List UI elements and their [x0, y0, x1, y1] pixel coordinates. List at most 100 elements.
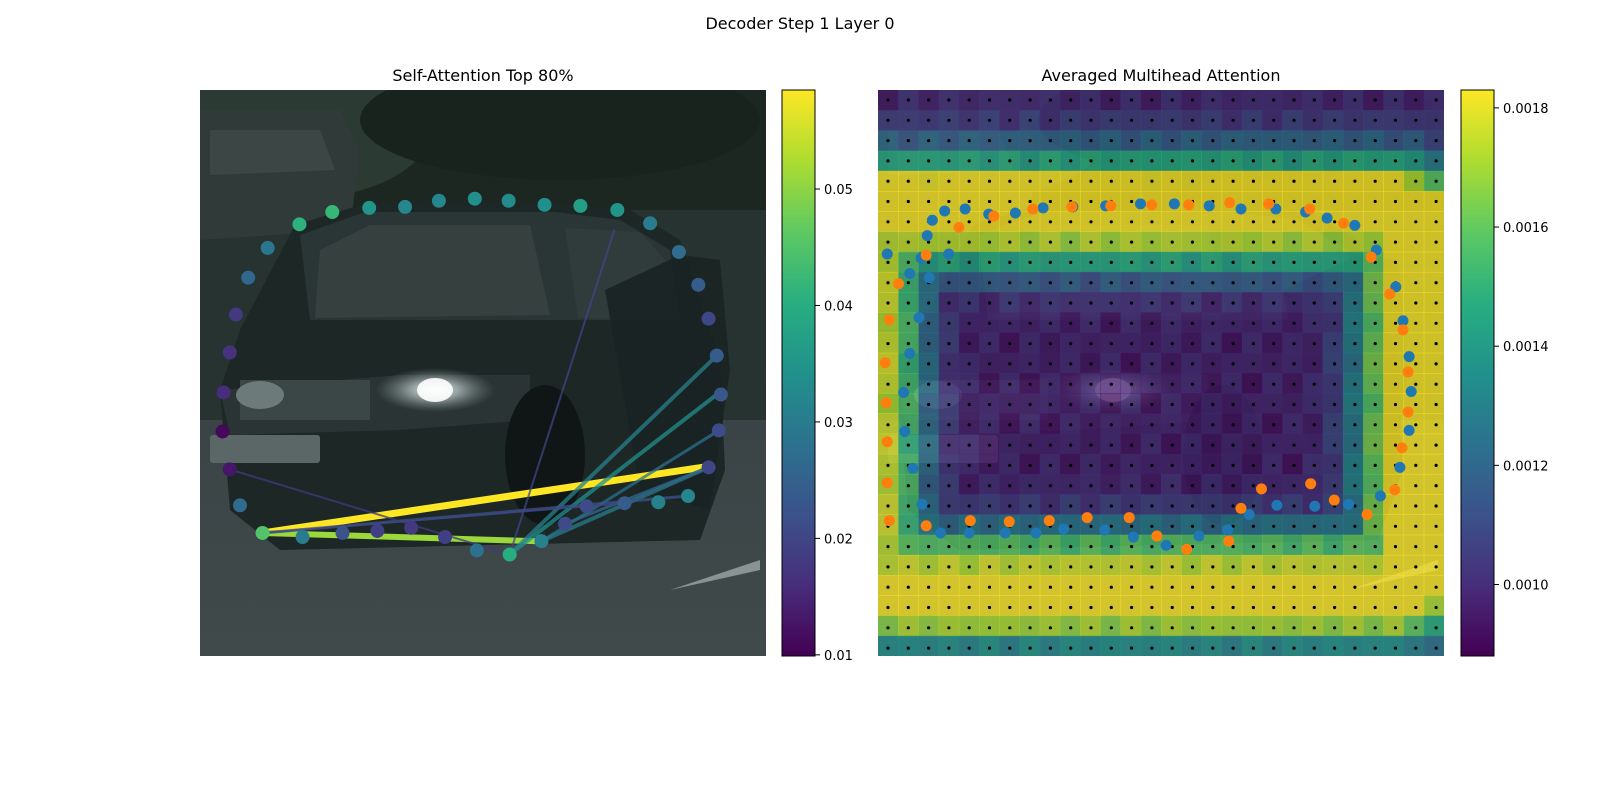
- sampled-point: [1027, 203, 1039, 215]
- grid-dot: [906, 118, 910, 122]
- reference-point: [1099, 524, 1111, 536]
- heatmap-cell: [1403, 514, 1425, 536]
- grid-dot: [1211, 342, 1215, 346]
- grid-dot: [1373, 159, 1377, 163]
- grid-dot: [1190, 463, 1195, 467]
- grid-dot: [1211, 220, 1215, 224]
- heatmap-cell: [1161, 615, 1182, 637]
- keypoint: [713, 387, 728, 402]
- grid-dot: [1170, 484, 1174, 488]
- grid-dot: [1190, 220, 1195, 224]
- reference-point: [1235, 203, 1247, 215]
- self-attention-colorbar: 0.01 0.02 0.03 0.04 0.05: [781, 89, 853, 664]
- grid-dot: [1190, 565, 1195, 569]
- grid-dot: [1190, 382, 1195, 386]
- heatmap-cell: [979, 635, 1000, 656]
- grid-dot: [1190, 139, 1195, 143]
- grid-dot: [1170, 423, 1174, 427]
- heatmap-cell: [1363, 191, 1384, 212]
- grid-dot: [1231, 139, 1235, 143]
- grid-dot: [1312, 646, 1316, 650]
- heatmap-cell: [1423, 474, 1444, 495]
- grid-dot: [1170, 626, 1174, 630]
- grid-dot: [1373, 342, 1377, 346]
- grid-dot: [1434, 484, 1438, 488]
- grid-dot: [1089, 605, 1093, 610]
- grid-dot: [967, 159, 971, 163]
- heatmap-cell: [1342, 251, 1364, 273]
- heatmap-cell: [1383, 130, 1405, 152]
- grid-dot: [1190, 504, 1195, 508]
- grid-dot: [886, 281, 890, 285]
- grid-dot: [1333, 342, 1337, 346]
- heatmap-cell: [1221, 554, 1243, 576]
- grid-dot: [906, 585, 910, 589]
- grid-dot: [947, 98, 951, 102]
- grid-dot: [1069, 605, 1073, 610]
- grid-dot: [1414, 301, 1418, 305]
- heatmap-cell: [1302, 433, 1324, 455]
- heatmap-cell: [1403, 534, 1425, 556]
- heatmap-cell: [1302, 453, 1324, 475]
- sampled-point: [1003, 516, 1015, 528]
- grid-dot: [1048, 199, 1052, 204]
- grid-dot: [1251, 443, 1255, 447]
- grid-dot: [1008, 199, 1012, 204]
- grid-dot: [1312, 524, 1316, 528]
- heatmap-cell: [1363, 373, 1384, 394]
- grid-dot: [1333, 321, 1337, 325]
- grid-dot: [1028, 443, 1032, 447]
- heatmap-cell: [1423, 231, 1444, 253]
- grid-dot: [1028, 159, 1032, 163]
- grid-dot: [1109, 443, 1113, 447]
- colorbar-tick-label: 0.0010: [1503, 579, 1549, 594]
- grid-dot: [927, 504, 931, 508]
- grid-dot: [967, 646, 971, 650]
- grid-dot: [1272, 301, 1276, 305]
- heatmap-cell: [1322, 373, 1344, 394]
- grid-dot: [967, 605, 971, 610]
- heatmap-cell: [1423, 90, 1444, 111]
- grid-dot: [1109, 565, 1113, 569]
- grid-dot: [1353, 504, 1357, 508]
- sampled-point: [881, 477, 893, 489]
- grid-dot: [1008, 463, 1012, 467]
- grid-dot: [1130, 98, 1134, 102]
- grid-dot: [1190, 301, 1195, 305]
- grid-dot: [1373, 199, 1377, 204]
- grid-dot: [1008, 240, 1012, 244]
- sampled-point: [893, 278, 905, 290]
- grid-dot: [1292, 199, 1296, 204]
- colorbar-tick-label: 0.03: [824, 416, 853, 431]
- grid-dot: [1028, 281, 1032, 285]
- heatmap-cell: [1423, 191, 1444, 212]
- heatmap-cell: [1403, 231, 1425, 253]
- grid-dot: [1353, 342, 1357, 346]
- grid-dot: [1089, 301, 1093, 305]
- grid-dot: [1373, 402, 1377, 407]
- grid-dot: [1028, 362, 1032, 366]
- heatmap-cell: [1039, 554, 1061, 576]
- grid-dot: [1414, 565, 1418, 569]
- heatmap-cell: [1181, 494, 1202, 515]
- grid-dot: [1434, 342, 1438, 346]
- grid-dot: [1434, 402, 1438, 407]
- grid-dot: [967, 179, 971, 183]
- grid-dot: [1333, 585, 1337, 589]
- grid-dot: [1069, 484, 1073, 488]
- grid-dot: [1028, 260, 1032, 264]
- grid-dot: [1211, 646, 1215, 650]
- heatmap-cell: [1302, 554, 1324, 576]
- grid-dot: [886, 260, 890, 264]
- colorbar-tick-label: 0.02: [824, 532, 853, 547]
- heatmap-cell: [999, 595, 1020, 617]
- grid-dot: [1292, 605, 1296, 610]
- grid-dot: [1130, 139, 1134, 143]
- grid-dot: [1312, 139, 1316, 143]
- grid-dot: [1373, 220, 1377, 224]
- grid-dot: [886, 423, 890, 427]
- grid-dot: [1373, 423, 1377, 427]
- sampled-point: [920, 520, 932, 532]
- keypoint: [502, 547, 517, 562]
- grid-dot: [947, 321, 951, 325]
